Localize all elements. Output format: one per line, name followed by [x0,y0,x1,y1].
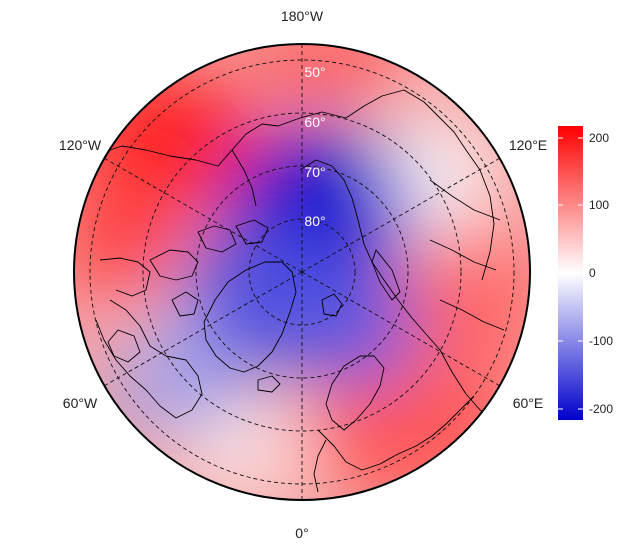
lon-label-top: 180°W [281,8,324,24]
lon-label-upper-right: 120°E [509,137,547,153]
lat-label-60: 60° [304,114,325,130]
map-boundary [73,43,531,501]
lat-label-50: 50° [304,64,325,80]
lat-label-80: 80° [304,213,325,229]
colorbar-tick-label: -100 [589,334,613,348]
longitude-grid [103,44,501,500]
colorbar-tick-label: 100 [589,198,609,212]
lon-label-upper-left: 120°W [59,137,102,153]
colorbar: 200 100 0 -100 -200 [558,126,613,420]
colorbar-ticks [558,137,583,410]
lon-label-lower-left: 60°W [63,395,98,411]
colorbar-tick-label: 0 [589,266,596,280]
colorbar-tick-label: 200 [589,131,609,145]
anomaly-field [74,44,530,500]
colorbar-tick-label: -200 [589,402,613,416]
coastlines [95,89,505,493]
lon-label-bottom: 0° [295,525,308,541]
lat-label-70: 70° [304,164,325,180]
lon-label-lower-right: 60°E [513,395,544,411]
